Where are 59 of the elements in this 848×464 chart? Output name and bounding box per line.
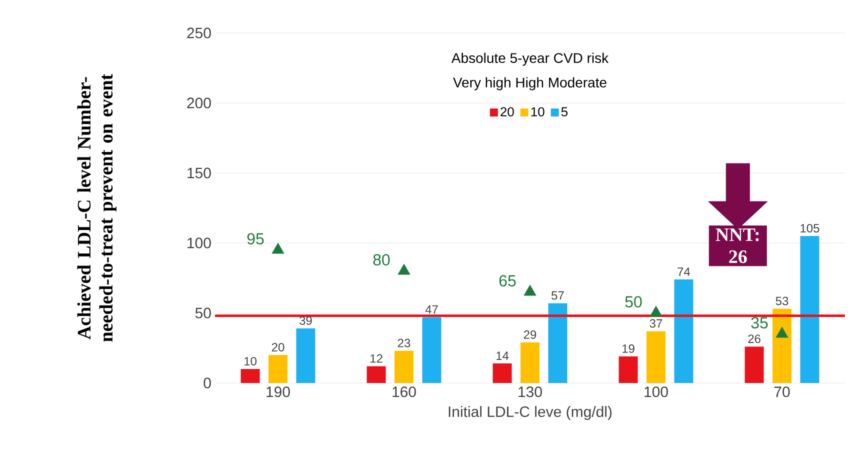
bar <box>674 279 694 383</box>
point <box>650 306 662 317</box>
y-tick-label: 150 <box>188 168 211 178</box>
data-label: 12 <box>370 354 382 363</box>
bar <box>394 350 414 383</box>
data-label: 53 <box>776 296 788 306</box>
data-label: 37 <box>650 319 662 328</box>
x-tick-label: 70 <box>774 386 790 398</box>
bar <box>296 328 316 383</box>
legend-label: 20 <box>500 107 514 116</box>
data-label: 20 <box>272 342 284 352</box>
data-label: 39 <box>300 316 312 325</box>
data-label: 35 <box>751 317 768 328</box>
y-tick-label: 50 <box>195 308 211 318</box>
bar <box>492 363 512 383</box>
data-label: 29 <box>524 330 536 339</box>
x-axis-title: Initial LDL-C leve (mg/dl) <box>448 406 612 420</box>
data-label: 23 <box>398 338 410 348</box>
y-tick-label: 0 <box>204 378 211 388</box>
data-label: 26 <box>748 334 760 344</box>
x-tick-label: 100 <box>644 386 668 398</box>
bar <box>548 303 568 383</box>
data-label: 74 <box>678 268 690 276</box>
bar <box>268 355 288 383</box>
data-label: 80 <box>373 254 390 266</box>
data-label: 65 <box>499 275 516 286</box>
y-tick-label: 250 <box>187 28 211 38</box>
annotation: NNT: 26 <box>716 228 759 264</box>
data-label: 10 <box>244 356 256 366</box>
bar <box>800 236 820 383</box>
x-tick-label: 130 <box>518 386 542 398</box>
y-tick-label: 200 <box>187 98 211 108</box>
point <box>272 242 284 254</box>
point <box>524 284 536 296</box>
point <box>398 264 410 275</box>
legend-label: 5 <box>561 107 568 116</box>
point <box>776 326 788 338</box>
data-label: 19 <box>622 344 634 353</box>
data-label: 50 <box>625 296 642 308</box>
bar <box>744 346 764 383</box>
legend-label: 10 <box>531 107 544 116</box>
bar <box>422 317 442 383</box>
data-label: 105 <box>800 224 820 232</box>
y-axis-title: Achieved LDL-C level Number-needed-to-treat prevent on event <box>77 74 116 342</box>
legend-title: Absolute 5-year CVD risk <box>451 52 609 66</box>
bar <box>772 308 792 383</box>
bar <box>646 331 666 383</box>
data-label: 47 <box>425 305 438 314</box>
x-tick-label: 160 <box>392 386 416 398</box>
data-label: 57 <box>552 291 564 300</box>
data-label: 14 <box>496 352 509 360</box>
bar <box>618 356 638 383</box>
annotation: Very high High Moderate <box>453 77 606 90</box>
x-tick-label: 190 <box>266 386 290 398</box>
bar <box>240 369 260 383</box>
y-tick-label: 100 <box>188 238 211 248</box>
data-label: 95 <box>247 233 264 244</box>
bar <box>366 366 386 383</box>
bar <box>520 342 540 383</box>
